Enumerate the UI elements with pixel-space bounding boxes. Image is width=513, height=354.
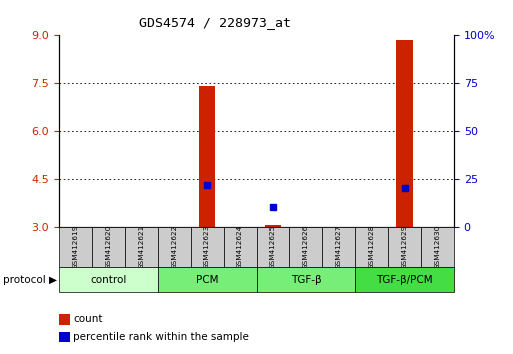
- FancyBboxPatch shape: [224, 227, 256, 267]
- Text: control: control: [90, 275, 127, 285]
- Text: TGF-β: TGF-β: [290, 275, 321, 285]
- FancyBboxPatch shape: [289, 227, 322, 267]
- Text: TGF-β/PCM: TGF-β/PCM: [377, 275, 433, 285]
- Text: GSM412630: GSM412630: [435, 225, 441, 269]
- Text: PCM: PCM: [196, 275, 219, 285]
- Text: GDS4574 / 228973_at: GDS4574 / 228973_at: [140, 16, 291, 29]
- Text: GSM412623: GSM412623: [204, 225, 210, 269]
- FancyBboxPatch shape: [322, 227, 355, 267]
- FancyBboxPatch shape: [256, 267, 355, 292]
- Text: GSM412621: GSM412621: [139, 225, 144, 269]
- Bar: [265, 225, 281, 227]
- Text: GSM412626: GSM412626: [303, 225, 309, 269]
- Bar: [199, 86, 215, 227]
- Text: percentile rank within the sample: percentile rank within the sample: [73, 332, 249, 342]
- FancyBboxPatch shape: [421, 227, 454, 267]
- Text: GSM412619: GSM412619: [72, 225, 78, 269]
- Bar: [397, 40, 413, 227]
- FancyBboxPatch shape: [355, 267, 454, 292]
- Text: GSM412628: GSM412628: [369, 225, 374, 269]
- Text: GSM412627: GSM412627: [336, 225, 342, 269]
- FancyBboxPatch shape: [92, 227, 125, 267]
- FancyBboxPatch shape: [59, 267, 158, 292]
- FancyBboxPatch shape: [191, 227, 224, 267]
- Text: GSM412629: GSM412629: [402, 225, 408, 269]
- FancyBboxPatch shape: [158, 267, 256, 292]
- Text: protocol ▶: protocol ▶: [3, 275, 56, 285]
- FancyBboxPatch shape: [388, 227, 421, 267]
- FancyBboxPatch shape: [355, 227, 388, 267]
- FancyBboxPatch shape: [256, 227, 289, 267]
- FancyBboxPatch shape: [158, 227, 191, 267]
- FancyBboxPatch shape: [125, 227, 158, 267]
- Text: GSM412620: GSM412620: [105, 225, 111, 269]
- FancyBboxPatch shape: [59, 227, 92, 267]
- Text: count: count: [73, 314, 103, 324]
- Text: GSM412622: GSM412622: [171, 225, 177, 269]
- Text: GSM412624: GSM412624: [237, 225, 243, 269]
- Text: GSM412625: GSM412625: [270, 225, 276, 269]
